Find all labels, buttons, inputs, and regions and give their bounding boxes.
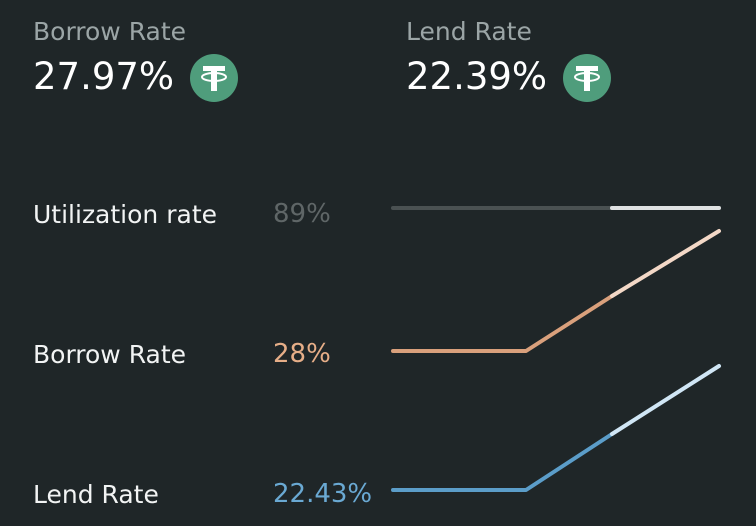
row-label: Lend Rate bbox=[33, 480, 159, 509]
row-label: Borrow Rate bbox=[33, 340, 187, 369]
token-icon bbox=[563, 54, 611, 102]
row-value: 28% bbox=[273, 339, 331, 369]
lend-curve bbox=[391, 432, 614, 492]
header-label: Lend Rate bbox=[406, 17, 532, 46]
header-label: Borrow Rate bbox=[33, 17, 187, 46]
lend-curve-tail bbox=[610, 364, 721, 436]
row-value: 89% bbox=[273, 199, 331, 229]
header-value: 22.39% bbox=[406, 55, 548, 98]
header-value: 27.97% bbox=[33, 55, 175, 98]
row-label: Utilization rate bbox=[33, 200, 217, 229]
token-icon bbox=[190, 54, 238, 102]
row-value: 22.43% bbox=[273, 479, 373, 509]
borrow-curve-tail bbox=[610, 229, 721, 298]
borrow-curve bbox=[391, 294, 614, 353]
